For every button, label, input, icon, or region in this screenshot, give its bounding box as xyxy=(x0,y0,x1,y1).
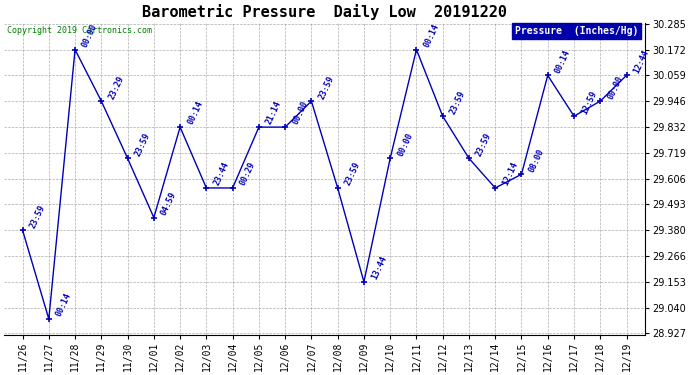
Text: 00:14: 00:14 xyxy=(422,22,441,49)
Text: 23:59: 23:59 xyxy=(28,203,47,229)
Text: 12:14: 12:14 xyxy=(501,161,520,187)
Text: 00:00: 00:00 xyxy=(606,74,624,100)
Text: 00:00: 00:00 xyxy=(396,131,415,158)
Text: 23:29: 23:29 xyxy=(107,74,126,100)
Text: 23:59: 23:59 xyxy=(343,161,362,187)
Text: 12:44: 12:44 xyxy=(632,48,651,75)
Text: 23:44: 23:44 xyxy=(212,161,230,187)
Text: 23:59: 23:59 xyxy=(475,131,493,158)
Text: 00:14: 00:14 xyxy=(55,292,73,318)
Text: 12:59: 12:59 xyxy=(580,89,598,116)
Text: 00:29: 00:29 xyxy=(238,161,257,187)
Text: 04:59: 04:59 xyxy=(159,190,178,217)
Text: 23:59: 23:59 xyxy=(133,131,152,158)
Text: 00:14: 00:14 xyxy=(186,100,204,126)
Text: 23:59: 23:59 xyxy=(448,89,467,116)
Text: 00:00: 00:00 xyxy=(290,100,309,126)
Title: Barometric Pressure  Daily Low  20191220: Barometric Pressure Daily Low 20191220 xyxy=(142,4,507,20)
Text: 23:59: 23:59 xyxy=(317,74,335,100)
Text: 08:00: 08:00 xyxy=(527,147,546,174)
Text: Pressure  (Inches/Hg): Pressure (Inches/Hg) xyxy=(515,26,638,36)
Text: Copyright 2019 Cartronics.com: Copyright 2019 Cartronics.com xyxy=(8,26,152,35)
Text: 13:44: 13:44 xyxy=(369,255,388,281)
Text: 00:00: 00:00 xyxy=(81,22,99,49)
Text: 00:14: 00:14 xyxy=(553,48,572,75)
Text: 21:14: 21:14 xyxy=(264,100,283,126)
